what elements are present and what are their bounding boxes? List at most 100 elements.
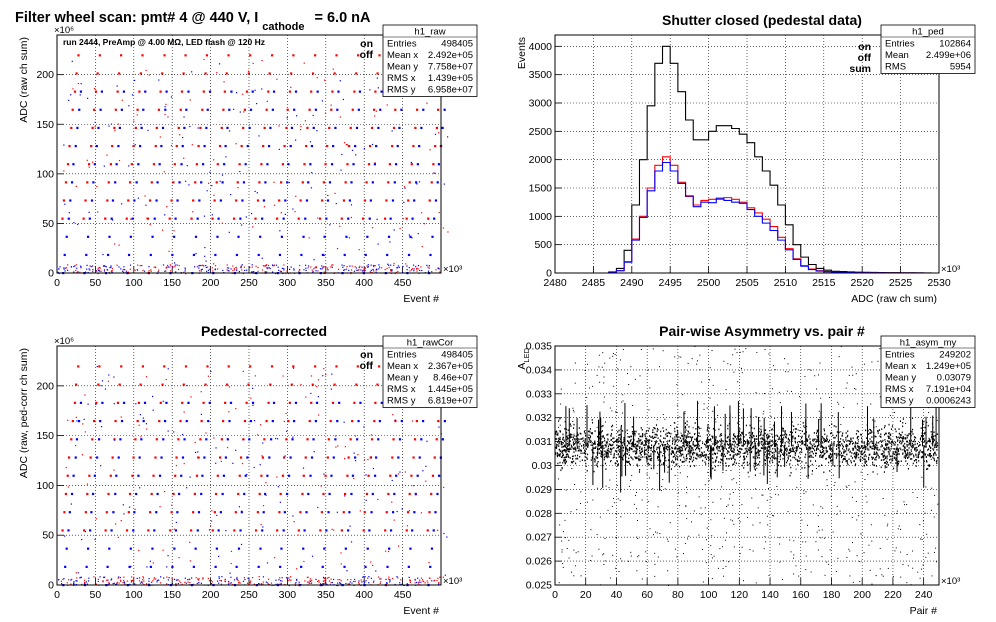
point-on: [109, 163, 113, 166]
point-band: [892, 467, 895, 470]
point-floor: [131, 579, 134, 582]
point-band: [713, 449, 715, 452]
point-stray: [146, 566, 148, 568]
point-floor: [63, 267, 65, 269]
point-floor: [103, 265, 105, 267]
point-band: [913, 436, 915, 438]
point-floor: [307, 576, 309, 578]
stats-value: 5954: [950, 62, 971, 73]
point-floor: [130, 579, 133, 582]
point-band: [754, 443, 756, 446]
point-band: [889, 450, 891, 452]
point-off: [380, 90, 383, 93]
point-floor: [358, 582, 360, 584]
point-outlier: [627, 373, 629, 375]
point-floor: [205, 266, 207, 269]
point-on: [225, 72, 228, 75]
point-off: [110, 529, 113, 532]
point-on: [204, 383, 207, 386]
point-floor: [322, 583, 324, 585]
point-on: [297, 529, 300, 532]
point-band: [635, 456, 638, 459]
point-on: [90, 144, 93, 148]
point-stray: [164, 106, 166, 108]
point-band: [928, 454, 931, 457]
point-band: [685, 440, 687, 442]
point-band: [915, 453, 917, 456]
point-stray: [377, 243, 379, 245]
point-stray: [76, 420, 78, 422]
point-band: [902, 418, 904, 420]
point-band: [644, 452, 646, 455]
point-stray: [137, 197, 139, 199]
point-band: [561, 467, 563, 469]
point-band: [813, 439, 815, 441]
point-band: [788, 455, 790, 457]
point-band: [919, 438, 921, 441]
point-band: [874, 448, 876, 450]
point-band: [721, 446, 723, 448]
point-band: [583, 443, 585, 446]
point-floor: [210, 580, 213, 582]
point-band: [786, 461, 788, 464]
point-band: [570, 425, 572, 427]
point-band: [864, 448, 866, 451]
point-band: [610, 444, 612, 447]
point-stray: [406, 525, 409, 527]
point-band: [662, 454, 664, 457]
point-band: [769, 440, 771, 443]
point-band: [894, 444, 896, 446]
point-band: [609, 443, 611, 446]
point-band: [883, 455, 885, 457]
point-band: [887, 443, 889, 445]
point-off: [262, 511, 265, 514]
point-floor: [265, 271, 267, 273]
point-band: [762, 434, 764, 437]
point-stray: [417, 582, 419, 584]
point-band: [613, 452, 615, 455]
point-band: [634, 450, 636, 452]
point-floor: [367, 264, 369, 266]
point-band: [606, 443, 608, 445]
point-stray: [413, 268, 415, 270]
point-floor: [207, 584, 209, 587]
point-band: [768, 442, 770, 445]
point-on: [181, 401, 184, 404]
point-on: [163, 365, 166, 368]
point-band: [884, 443, 887, 446]
point-band: [890, 428, 892, 430]
point-band: [618, 434, 620, 437]
point-band: [648, 441, 650, 444]
point-on: [184, 54, 187, 57]
point-band: [649, 459, 651, 461]
point-stray: [292, 367, 295, 369]
point-on: [222, 419, 225, 423]
point-stray: [335, 435, 337, 437]
point-band: [828, 439, 831, 442]
point-band: [840, 452, 842, 454]
point-stray: [73, 222, 75, 224]
point-floor: [148, 583, 150, 585]
point-band: [835, 457, 837, 459]
point-band: [657, 428, 659, 431]
point-on: [310, 90, 313, 93]
point-stray: [215, 447, 217, 449]
point-off: [75, 438, 79, 441]
point-on: [233, 529, 236, 532]
point-band: [558, 454, 560, 457]
stats-name: h1_raw: [414, 27, 445, 38]
point-floor: [278, 579, 280, 581]
plots-group: 0 50 100 150 200 250 300 350 400 450050100150200E…: [18, 12, 976, 617]
point-band: [685, 429, 687, 431]
point-band: [637, 465, 639, 467]
point-stray: [218, 63, 221, 65]
point-floor: [97, 578, 99, 580]
point-off: [325, 529, 328, 532]
point-off: [96, 456, 99, 459]
point-band: [672, 456, 674, 458]
point-band: [668, 446, 670, 448]
point-stray: [340, 169, 342, 171]
point-floor: [298, 583, 300, 585]
point-band: [774, 458, 776, 460]
point-band: [660, 435, 662, 437]
